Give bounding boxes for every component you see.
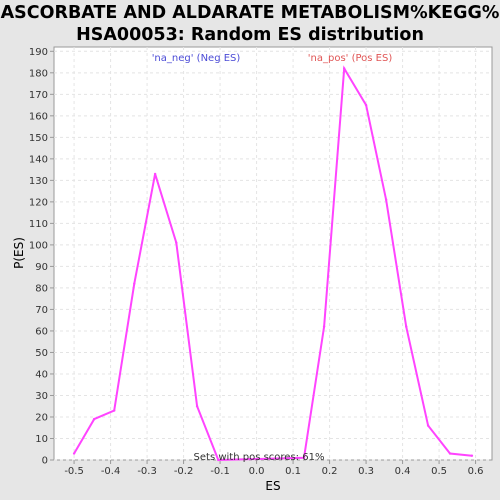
x-tick-label: 0.3 [358, 466, 374, 477]
chart-title-line2: HSA00053: Random ES distribution [76, 25, 424, 45]
y-tick-label: 60 [35, 326, 48, 337]
x-tick-label: 0.4 [395, 466, 411, 477]
data-point [113, 409, 116, 412]
data-point [217, 458, 220, 462]
y-tick-label: 140 [29, 154, 48, 165]
pos-scores-annotation: Sets with pos scores: 61% [194, 452, 325, 463]
y-tick-label: 100 [29, 240, 48, 251]
x-tick-label: -0.4 [101, 466, 121, 477]
data-point [384, 198, 388, 201]
y-tick-label: 30 [35, 391, 48, 402]
x-tick-label: -0.2 [174, 466, 194, 477]
data-point [302, 456, 306, 460]
y-tick-label: 180 [29, 68, 48, 79]
y-axis-label: P(ES) [12, 237, 26, 269]
y-tick-label: 70 [35, 305, 48, 316]
data-point [364, 103, 368, 107]
y-tick-label: 120 [29, 197, 48, 208]
y-tick-label: 150 [29, 133, 48, 144]
x-tick-label: 0.1 [285, 466, 301, 477]
x-axis-ticks: -0.5 -0.4 -0.3 -0.2 -0.1 0.0 0.1 0.2 0.3 0.4 0.5 0.… [64, 460, 484, 477]
grid-lines [54, 47, 492, 461]
y-tick-label: 110 [29, 219, 48, 230]
x-tick-label: 0.6 [468, 466, 484, 477]
data-point [133, 282, 136, 285]
data-point [72, 452, 76, 455]
x-tick-label: -0.1 [210, 466, 230, 477]
y-tick-label: 80 [35, 283, 48, 294]
data-point [342, 67, 346, 70]
y-tick-label: 190 [29, 47, 48, 58]
legend-neg-es: 'na_neg' (Neg ES) [152, 53, 241, 64]
y-tick-label: 170 [29, 90, 48, 101]
plot-area [53, 46, 493, 461]
y-tick-label: 50 [35, 348, 48, 359]
data-point [405, 325, 408, 328]
x-tick-label: 0.2 [322, 466, 338, 477]
x-tick-label: -0.3 [137, 466, 157, 477]
y-tick-label: 20 [35, 412, 48, 423]
data-point [426, 424, 430, 427]
data-point [92, 417, 96, 421]
x-tick-label: 0.0 [249, 466, 265, 477]
data-point [448, 452, 452, 455]
legend-pos-es: 'na_pos' (Pos ES) [308, 53, 393, 64]
data-point [153, 172, 157, 176]
chart-title-line1: ASCORBATE AND ALDARATE METABOLISM%KEGG% [1, 3, 500, 23]
x-tick-label: -0.5 [64, 466, 84, 477]
x-axis-label: ES [265, 479, 280, 493]
data-point [470, 454, 474, 457]
y-tick-label: 90 [35, 262, 48, 273]
data-point [322, 325, 326, 328]
x-tick-label: 0.5 [431, 466, 447, 477]
y-tick-label: 40 [35, 369, 48, 380]
y-tick-label: 160 [29, 111, 48, 122]
y-tick-label: 10 [35, 434, 48, 445]
data-point [175, 241, 178, 244]
data-point [195, 405, 199, 408]
series-points [72, 67, 474, 462]
y-tick-label: 130 [29, 176, 48, 187]
y-axis-ticks: 0 10 20 30 40 50 60 70 80 90 100 110 120 130 140 150 160… [29, 47, 54, 467]
y-tick-label: 0 [42, 456, 48, 467]
